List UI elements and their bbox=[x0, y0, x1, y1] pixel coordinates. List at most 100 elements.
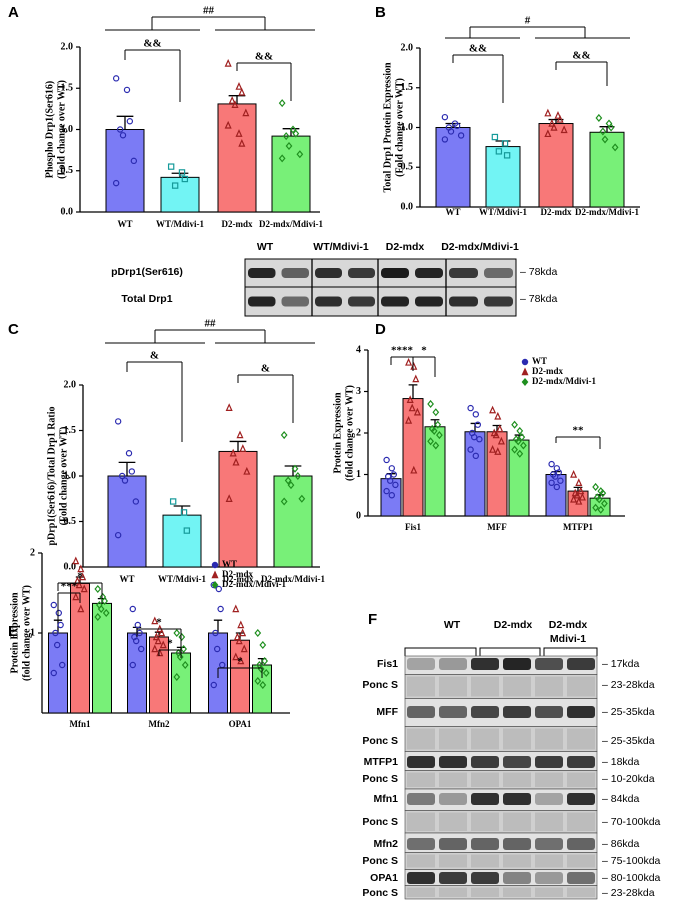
y-tick-label: 1.5 bbox=[61, 83, 74, 94]
data-point bbox=[605, 119, 613, 128]
x-tick-label: D2-mdx/Mdivi-1 bbox=[575, 207, 639, 217]
legend-marker bbox=[521, 358, 529, 366]
bar bbox=[160, 176, 200, 213]
data-point bbox=[112, 75, 120, 82]
data-point bbox=[125, 450, 133, 457]
blot-band bbox=[281, 268, 309, 278]
data-point bbox=[239, 444, 247, 452]
y-tick-label: 1.5 bbox=[401, 82, 414, 93]
panel-letter: F bbox=[368, 611, 377, 628]
y-tick-label: 1.0 bbox=[64, 470, 77, 481]
y-tick-label: 0 bbox=[356, 510, 361, 521]
y-tick-label: 0.0 bbox=[61, 206, 74, 217]
data-point bbox=[159, 640, 167, 649]
y-tick-label: 2.0 bbox=[401, 42, 414, 53]
x-tick-label: D2-mdx bbox=[541, 207, 572, 217]
data-point bbox=[224, 58, 232, 67]
blot-band bbox=[567, 756, 595, 768]
row-label: pDrp1(Ser616) bbox=[111, 266, 183, 278]
legend-label: D2-mdx/Mdivi-1 bbox=[532, 376, 596, 386]
error-bar bbox=[213, 619, 223, 633]
blot-band bbox=[567, 838, 595, 850]
significance-label: & bbox=[261, 363, 270, 375]
blot-band bbox=[439, 854, 467, 868]
blot-band bbox=[449, 268, 478, 278]
significance-label: # bbox=[525, 15, 531, 27]
data-point bbox=[232, 457, 240, 466]
data-point bbox=[132, 498, 140, 505]
data-point bbox=[392, 481, 399, 489]
legend-marker bbox=[211, 561, 219, 569]
data-point bbox=[453, 122, 461, 130]
blot-band bbox=[535, 772, 563, 787]
data-point bbox=[578, 492, 586, 501]
lane-label: Mdivi-1 bbox=[550, 633, 586, 645]
data-point bbox=[278, 154, 286, 163]
blot-band bbox=[407, 854, 435, 868]
y-axis-label: (Fold change over WT) bbox=[58, 427, 69, 526]
data-point bbox=[72, 556, 80, 565]
blot-band bbox=[348, 268, 375, 278]
data-point bbox=[560, 125, 568, 134]
data-point bbox=[77, 604, 85, 613]
data-point bbox=[548, 460, 555, 468]
y-axis-label: (Fold change over WT) bbox=[394, 78, 405, 177]
legend-marker bbox=[211, 570, 219, 579]
blot-band bbox=[484, 296, 513, 307]
blot-band bbox=[315, 296, 342, 307]
data-point bbox=[592, 482, 599, 491]
data-point bbox=[577, 486, 585, 495]
size-label: – 23-28kda bbox=[602, 887, 655, 899]
row-label: Ponc S bbox=[362, 887, 398, 899]
data-point bbox=[238, 138, 246, 147]
data-point bbox=[294, 471, 302, 481]
data-point bbox=[183, 527, 191, 534]
data-point bbox=[80, 584, 88, 593]
blot-strip bbox=[404, 698, 598, 727]
data-point bbox=[225, 403, 233, 411]
y-tick-label: 2 bbox=[30, 547, 35, 558]
data-point bbox=[180, 509, 188, 516]
row-label: Ponc S bbox=[362, 735, 398, 747]
data-point bbox=[52, 629, 59, 637]
data-point bbox=[130, 157, 138, 165]
legend-label: D2-mdx bbox=[532, 366, 563, 376]
data-point bbox=[548, 479, 555, 486]
y-axis-label: Phospho Drp1(Ser616) bbox=[44, 81, 55, 179]
row-label: Mfn2 bbox=[374, 838, 399, 850]
data-point bbox=[287, 481, 295, 490]
data-point bbox=[57, 621, 64, 629]
x-tick-label: WT bbox=[445, 207, 460, 217]
x-tick-label: D2-mdx bbox=[222, 219, 253, 229]
data-point bbox=[114, 418, 122, 425]
lane-label: D2-mdx bbox=[386, 241, 425, 253]
x-tick-label: WT/Mdivi-1 bbox=[158, 574, 207, 584]
significance-label: **** bbox=[391, 345, 414, 357]
blot-band bbox=[503, 793, 531, 805]
y-tick-label: 1.5 bbox=[64, 425, 77, 436]
data-point bbox=[178, 632, 186, 642]
panel-letter: D bbox=[375, 321, 386, 338]
data-point bbox=[476, 436, 483, 443]
blot-band bbox=[535, 854, 563, 868]
x-tick-label: D2-mdx/Mdivi-1 bbox=[261, 574, 325, 584]
lane-label: D2-mdx bbox=[494, 619, 533, 631]
data-point bbox=[489, 445, 497, 453]
lane-label: D2-mdx/Mdivi-1 bbox=[441, 241, 519, 253]
data-point bbox=[595, 113, 603, 122]
blot-band bbox=[348, 296, 375, 307]
size-label: – 86kda bbox=[602, 838, 640, 850]
size-label: – 25-35kda bbox=[602, 735, 655, 747]
data-point bbox=[171, 182, 179, 189]
size-label: – 18kda bbox=[602, 756, 640, 768]
data-point bbox=[573, 490, 581, 499]
data-point bbox=[406, 395, 414, 403]
blot-band bbox=[471, 676, 499, 697]
significance-label: *** bbox=[61, 581, 78, 593]
y-axis-label: (fold change over WT) bbox=[344, 385, 355, 481]
data-point bbox=[556, 115, 564, 123]
data-point bbox=[607, 123, 615, 132]
data-point bbox=[296, 150, 304, 159]
y-axis-label: (Fold change over WT) bbox=[56, 80, 67, 179]
data-point bbox=[412, 374, 420, 383]
